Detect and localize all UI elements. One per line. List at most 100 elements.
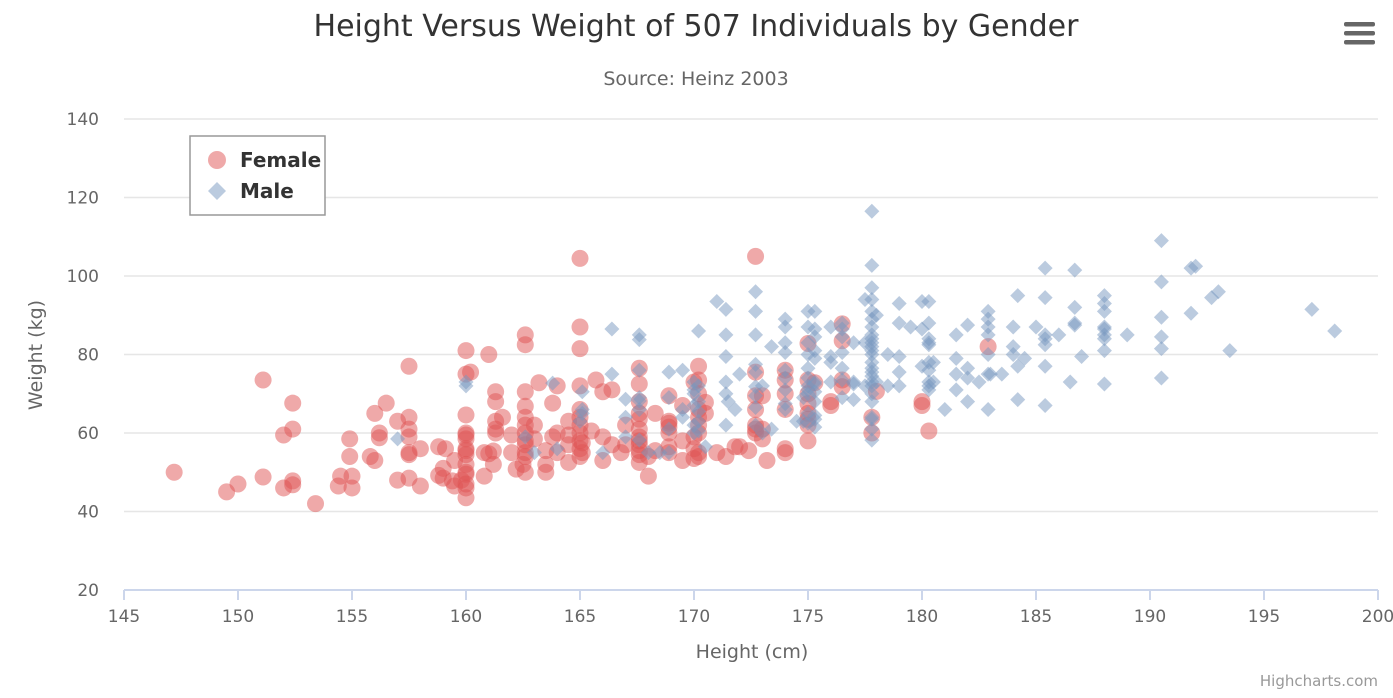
male-data-point[interactable] bbox=[595, 445, 611, 461]
male-data-point[interactable] bbox=[807, 343, 823, 359]
male-data-point[interactable] bbox=[1051, 327, 1067, 343]
male-data-point[interactable] bbox=[1096, 343, 1112, 359]
male-data-point[interactable] bbox=[604, 366, 620, 382]
male-data-point[interactable] bbox=[891, 315, 907, 331]
male-data-point[interactable] bbox=[834, 329, 850, 345]
male-data-point[interactable] bbox=[777, 319, 793, 335]
male-data-point[interactable] bbox=[864, 203, 880, 219]
male-data-point[interactable] bbox=[526, 445, 542, 461]
male-data-point[interactable] bbox=[834, 315, 850, 331]
male-data-point[interactable] bbox=[1037, 260, 1053, 276]
female-data-point[interactable] bbox=[690, 357, 708, 375]
female-data-point[interactable] bbox=[400, 357, 418, 375]
male-data-point[interactable] bbox=[1153, 233, 1169, 249]
female-data-point[interactable] bbox=[740, 442, 758, 460]
female-data-point[interactable] bbox=[229, 475, 247, 493]
male-data-point[interactable] bbox=[1010, 288, 1026, 304]
male-data-point[interactable] bbox=[640, 445, 656, 461]
male-data-point[interactable] bbox=[1153, 274, 1169, 290]
male-data-point[interactable] bbox=[980, 347, 996, 362]
female-data-point[interactable] bbox=[639, 467, 657, 485]
female-data-point[interactable] bbox=[913, 393, 931, 411]
male-data-point[interactable] bbox=[1153, 309, 1169, 325]
male-data-point[interactable] bbox=[709, 294, 725, 310]
female-data-point[interactable] bbox=[254, 371, 272, 389]
male-data-point[interactable] bbox=[1005, 339, 1021, 355]
male-data-point[interactable] bbox=[777, 370, 793, 386]
male-data-point[interactable] bbox=[1005, 347, 1021, 362]
male-data-point[interactable] bbox=[834, 345, 850, 361]
female-data-point[interactable] bbox=[617, 416, 635, 434]
male-data-point[interactable] bbox=[864, 319, 880, 335]
male-data-point[interactable] bbox=[807, 384, 823, 400]
male-data-point[interactable] bbox=[458, 374, 474, 390]
male-data-point[interactable] bbox=[1119, 327, 1135, 343]
legend-item-male[interactable]: Male bbox=[208, 179, 294, 203]
female-data-point[interactable] bbox=[516, 383, 534, 401]
male-data-point[interactable] bbox=[960, 317, 976, 333]
female-data-point[interactable] bbox=[537, 455, 555, 473]
male-data-point[interactable] bbox=[864, 421, 880, 437]
male-data-point[interactable] bbox=[574, 401, 590, 417]
female-data-point[interactable] bbox=[747, 247, 765, 265]
male-data-point[interactable] bbox=[691, 413, 707, 429]
male-data-point[interactable] bbox=[807, 419, 823, 435]
male-data-point[interactable] bbox=[807, 394, 823, 410]
male-data-point[interactable] bbox=[982, 366, 998, 382]
male-data-point[interactable] bbox=[1222, 343, 1238, 359]
male-data-point[interactable] bbox=[1062, 374, 1078, 390]
female-data-point[interactable] bbox=[920, 422, 938, 440]
male-data-point[interactable] bbox=[925, 374, 941, 390]
male-data-point[interactable] bbox=[980, 327, 996, 343]
male-data-point[interactable] bbox=[1028, 319, 1044, 335]
male-data-point[interactable] bbox=[807, 350, 823, 366]
female-data-point[interactable] bbox=[630, 375, 648, 393]
male-data-point[interactable] bbox=[732, 366, 748, 382]
male-data-point[interactable] bbox=[960, 394, 976, 410]
female-data-point[interactable] bbox=[525, 416, 543, 434]
male-data-point[interactable] bbox=[754, 378, 770, 394]
female-data-point[interactable] bbox=[457, 442, 475, 460]
male-data-point[interactable] bbox=[834, 360, 850, 376]
female-data-point[interactable] bbox=[617, 436, 635, 454]
male-data-point[interactable] bbox=[864, 386, 880, 402]
male-data-point[interactable] bbox=[1304, 301, 1320, 317]
male-data-point[interactable] bbox=[1153, 370, 1169, 386]
male-data-point[interactable] bbox=[807, 374, 823, 390]
female-data-point[interactable] bbox=[457, 475, 475, 493]
female-data-point[interactable] bbox=[475, 467, 493, 485]
female-data-point[interactable] bbox=[400, 408, 418, 426]
female-data-point[interactable] bbox=[799, 432, 817, 450]
female-data-point[interactable] bbox=[307, 495, 325, 513]
male-data-point[interactable] bbox=[864, 354, 880, 370]
male-data-point[interactable] bbox=[748, 327, 764, 343]
male-data-point[interactable] bbox=[807, 321, 823, 337]
male-data-point[interactable] bbox=[748, 388, 764, 404]
male-data-point[interactable] bbox=[921, 315, 937, 331]
male-data-point[interactable] bbox=[846, 335, 862, 351]
male-data-point[interactable] bbox=[718, 301, 734, 317]
female-data-point[interactable] bbox=[457, 342, 475, 360]
female-data-point[interactable] bbox=[516, 326, 534, 344]
male-data-point[interactable] bbox=[1153, 329, 1169, 345]
male-data-point[interactable] bbox=[823, 374, 839, 390]
female-data-point[interactable] bbox=[284, 394, 302, 412]
male-data-point[interactable] bbox=[777, 345, 793, 361]
male-data-point[interactable] bbox=[718, 327, 734, 343]
hamburger-menu-icon[interactable] bbox=[1336, 16, 1382, 52]
male-data-point[interactable] bbox=[661, 364, 677, 380]
male-data-point[interactable] bbox=[1153, 341, 1169, 357]
male-data-point[interactable] bbox=[618, 409, 634, 425]
female-data-point[interactable] bbox=[503, 426, 521, 444]
male-data-point[interactable] bbox=[921, 294, 937, 310]
male-data-point[interactable] bbox=[675, 409, 691, 425]
male-data-point[interactable] bbox=[618, 429, 634, 445]
male-data-point[interactable] bbox=[1037, 327, 1053, 343]
male-data-point[interactable] bbox=[777, 382, 793, 398]
female-data-point[interactable] bbox=[284, 472, 302, 490]
male-data-point[interactable] bbox=[718, 374, 734, 390]
male-data-point[interactable] bbox=[807, 407, 823, 423]
male-data-point[interactable] bbox=[948, 327, 964, 343]
male-data-point[interactable] bbox=[604, 321, 620, 337]
female-data-point[interactable] bbox=[400, 420, 418, 438]
